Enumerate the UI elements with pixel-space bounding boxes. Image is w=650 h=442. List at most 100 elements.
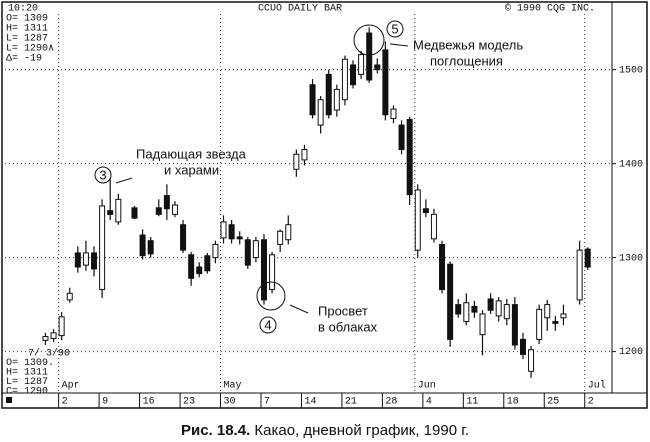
month-label: Apr [62,381,80,392]
candle-body [341,58,348,101]
candle-body [455,304,462,315]
x-tick-label: 4 [426,397,432,408]
candle-body [269,254,276,291]
y-tick-label: 1200 [619,347,643,358]
marker-circle [259,316,277,334]
x-tick-label: 11 [466,397,478,408]
candle-body [196,266,203,275]
candle-body [293,153,300,170]
annotation-text: и харами [164,162,219,177]
header-time: 10:20 [8,4,38,15]
x-tick-label: 18 [507,397,519,408]
ohlc-text: L= 1290∧ [6,44,54,55]
ohlc-text: 7/ 3/90 [28,348,70,360]
candle-body [99,205,106,291]
caption-label: Рис. 18.4. [181,422,250,439]
header-copyright: © 1990 CQG INC. [505,3,595,15]
candle-body [358,54,365,75]
candle-body [131,207,138,219]
ohlc-text: L= 1287 [6,377,48,388]
candle-body [503,304,510,320]
candle-body [350,64,357,86]
candle-body [309,84,316,116]
y-tick-label: 1500 [619,65,643,76]
annotation-5: 5 Медвежья модель поглощения [353,20,523,68]
candle-body [430,213,437,240]
ohlc-text: O= 1309 [6,14,48,25]
x-tick-label: 30 [224,397,236,408]
candle-body [155,207,162,215]
candle-body [398,124,405,151]
annotation-3: 3 Падающая звезда и харами [94,146,247,184]
annotation-text: Медвежья модель [413,37,523,52]
candle-body [519,338,526,355]
arrow [389,43,409,47]
caption-text: Какао, дневной график, 1990 г. [250,422,469,439]
candle-body [236,236,243,240]
month-label: Jun [418,381,436,392]
candle-body [277,230,284,245]
highlight-circle [353,24,385,56]
candle-body [163,195,170,210]
x-tick-label: 25 [547,397,559,408]
candle-body [406,118,413,196]
ohlc-text: H= 1311 [6,368,48,379]
candle-body [228,224,235,240]
candle-body [58,316,65,337]
ohlc-text: L= 1287 [6,34,48,45]
highlight-circle [256,281,286,311]
candle-body [333,88,340,111]
x-tick-label: 2 [588,397,594,408]
candle-body [147,240,154,255]
candle-body [366,32,373,81]
candle-body [495,300,502,317]
candle-body [204,255,211,272]
arrow [289,304,309,314]
candle-body [422,208,429,214]
candle-body [439,243,446,291]
ohlc-text: H= 1311 [6,24,48,35]
candle-body [42,336,49,341]
annotation-text: Падающая звезда [136,146,247,161]
candle-body [82,252,89,266]
caption: Рис. 18.4. Какао, дневной график, 1990 г… [181,422,469,439]
candle-body [74,252,81,268]
annotation-text: Просвет [318,303,368,318]
candle-body [576,249,583,301]
plot-layer: 1200 1300 1400 1500 2 9 16 23 30 7 14 21 28 4 11 18 25 2 A… [5,14,643,408]
month-label: Jul [588,380,606,392]
candle-body [285,224,292,241]
y-tick-label: 1400 [619,159,643,170]
candle-body [560,313,567,319]
candle-body [471,305,478,313]
candle-body [139,234,146,257]
candle-body [107,210,114,215]
candle-body [584,248,591,268]
candle-body [414,189,421,251]
candle-body [390,108,397,120]
candle-body [301,149,308,161]
candle-body [91,252,98,270]
annotation-4: 4 Просвет в облаках [256,281,378,334]
candle-body [325,73,332,116]
x-tick-label: 2 [62,397,68,408]
x-tick-label: 7 [264,397,270,408]
annotation-text: в облаках [318,319,378,334]
candle-body [528,349,535,372]
candle-body [536,308,543,340]
marker-number: 5 [391,21,398,36]
candle-body [463,302,470,323]
candle-body [511,304,518,346]
corner-square [6,397,12,403]
candle-body [244,239,251,266]
candle-body [544,304,551,319]
candle-body [260,239,267,301]
candle-body [382,49,389,116]
x-tick-label: 9 [102,397,108,408]
candle-body [220,221,227,239]
month-label: May [224,381,242,392]
marker-circle [94,166,112,184]
x-tick-label: 16 [143,397,155,408]
candle-body [447,263,454,340]
